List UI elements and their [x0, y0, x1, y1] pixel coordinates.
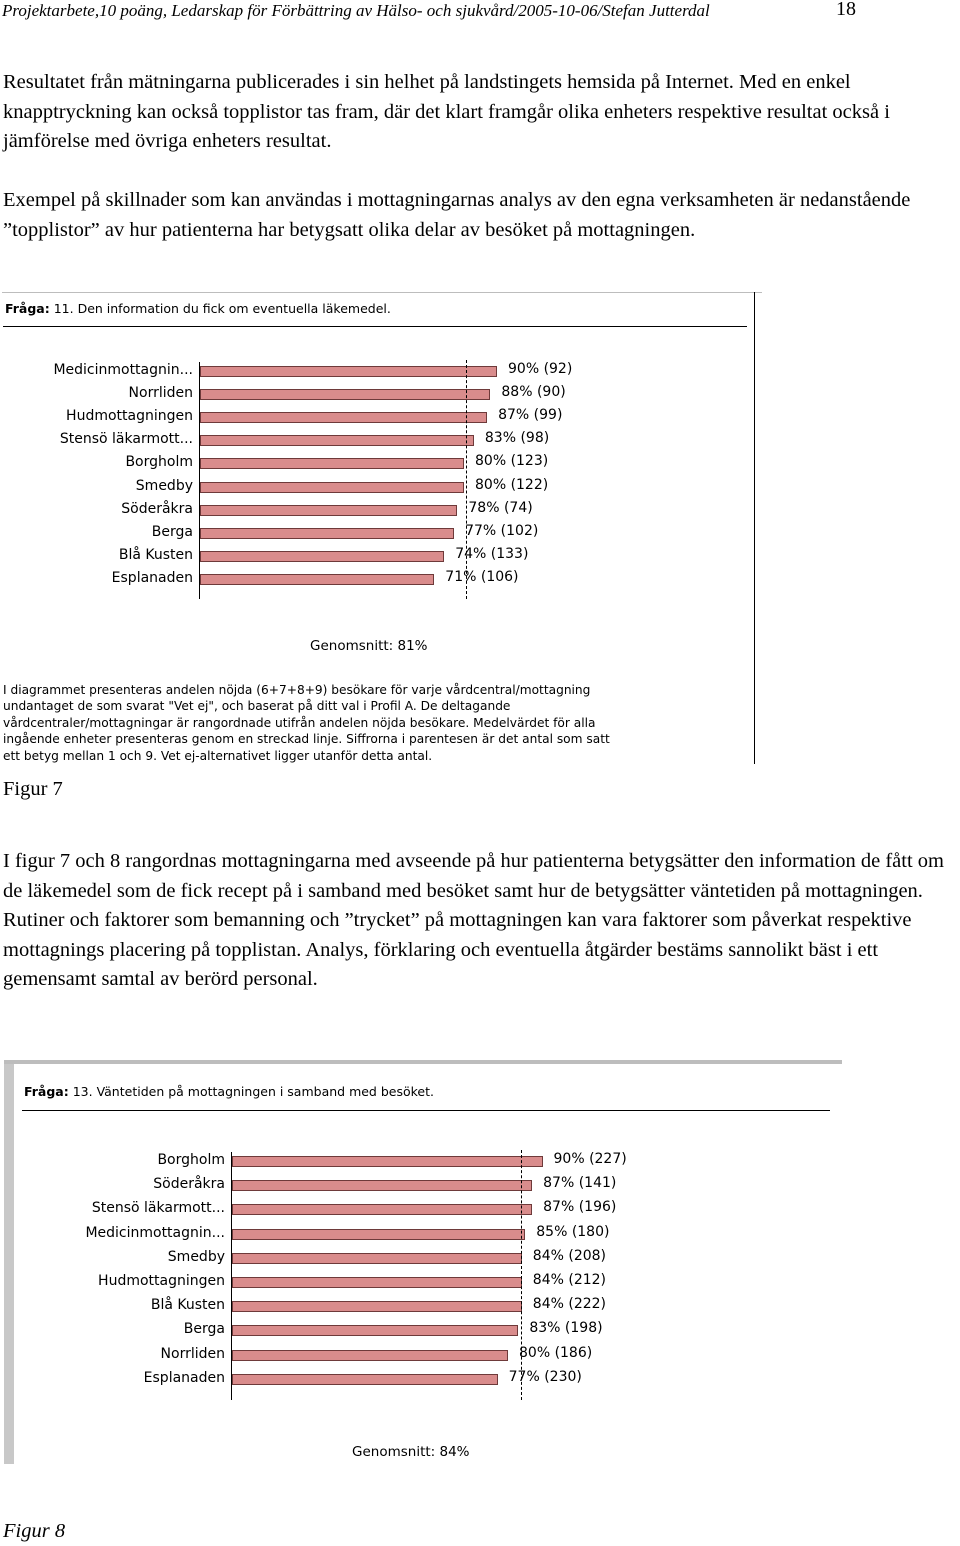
value-label: 84% (212) [532, 1272, 607, 1288]
category-label: Söderåkra [121, 500, 193, 517]
value-label: 85% (180) [536, 1223, 610, 1240]
value-label: 83% (98) [484, 430, 550, 447]
question-heading: Fråga: 11. Den information du fick om ev… [5, 301, 391, 316]
category-label: Stensö läkarmott... [59, 431, 193, 448]
category-label: Hudmottagningen [98, 1273, 225, 1289]
average-dashed-line [466, 360, 468, 599]
value-label: 71% (106) [445, 568, 519, 585]
category-label: Hudmottagningen [66, 408, 193, 425]
chart-description: I diagrammet presenteras andelen nöjda (… [3, 683, 610, 763]
value-label: 90% (227) [553, 1151, 627, 1167]
bar [232, 1349, 508, 1361]
value-label: 80% (123) [475, 453, 549, 470]
value-label: 88% (90) [501, 384, 566, 401]
paragraph-2: Exempel på skillnader som kan användas i… [3, 189, 911, 241]
bar [232, 1228, 526, 1240]
figure-left-border [4, 1060, 14, 1464]
category-label: Smedby [135, 477, 193, 494]
category-label: Blå Kusten [150, 1297, 225, 1314]
bar [200, 527, 455, 539]
question-text: 11. Den information du fick om eventuell… [53, 301, 391, 316]
average-label: Genomsnitt: 81% [310, 638, 428, 654]
category-label: Medicinmottagnin... [53, 362, 193, 378]
category-label: Medicinmottagnin... [85, 1224, 225, 1241]
value-label: 77% (230) [508, 1368, 582, 1385]
bar [232, 1277, 522, 1288]
value-label: 84% (222) [532, 1296, 607, 1313]
category-label: Borgholm [157, 1152, 225, 1168]
category-label: Norrliden [128, 385, 193, 402]
figure-7-caption: Figur 7 [3, 778, 63, 800]
category-label: Blå Kusten [118, 546, 193, 563]
bar [232, 1252, 522, 1264]
average-dashed-line [520, 1150, 522, 1400]
question-heading: Fråga: 13. Väntetiden på mottagningen i … [24, 1084, 434, 1099]
bar [200, 366, 497, 377]
value-label: 83% (198) [529, 1320, 603, 1337]
category-label: Berga [151, 523, 193, 540]
bar [200, 504, 458, 516]
value-label: 74% (133) [455, 545, 529, 562]
figure-8-chart: Fråga: 13. Väntetiden på mottagningen i … [4, 1060, 842, 1464]
value-label: 87% (99) [498, 407, 563, 424]
bar [200, 458, 464, 470]
bar [232, 1180, 533, 1192]
value-label: 87% (141) [543, 1175, 617, 1192]
category-label: Borgholm [125, 454, 193, 471]
category-label: Esplanaden [143, 1369, 225, 1386]
category-label: Esplanaden [111, 569, 193, 586]
category-label: Smedby [167, 1248, 225, 1265]
bar [232, 1301, 522, 1313]
y-axis-line [199, 362, 200, 599]
figure-right-border [754, 292, 755, 764]
category-label: Stensö läkarmott... [91, 1200, 225, 1217]
question-label: Fråga: [5, 301, 50, 316]
question-text: 13. Väntetiden på mottagningen i samband… [72, 1084, 434, 1099]
value-label: 77% (102) [465, 522, 539, 539]
bar-chart-plot: Medicinmottagnin... 90% (92) Norrliden 88% … [2, 360, 762, 606]
bar [200, 412, 488, 424]
average-label: Genomsnitt: 84% [352, 1444, 470, 1460]
bar [232, 1373, 498, 1385]
value-label: 84% (208) [532, 1247, 607, 1264]
running-header: Projektarbete,10 poäng, Ledarskap för Fö… [2, 1, 710, 20]
question-label: Fråga: [24, 1084, 69, 1099]
page-number: 18 [836, 0, 856, 20]
value-label: 80% (122) [475, 476, 549, 493]
category-label: Norrliden [160, 1345, 225, 1362]
bar [200, 550, 445, 562]
paragraph-1: Resultatet från mätningarna publicerades… [3, 71, 890, 152]
figure-top-border [2, 292, 762, 293]
bar [200, 435, 474, 447]
value-label: 80% (186) [519, 1344, 593, 1361]
bar [232, 1156, 543, 1167]
category-label: Söderåkra [153, 1176, 225, 1193]
value-label: 90% (92) [508, 361, 573, 377]
value-label: 87% (196) [543, 1199, 617, 1216]
bar [232, 1325, 519, 1337]
figure-top-border [4, 1060, 842, 1064]
category-label: Berga [183, 1321, 225, 1338]
bar [200, 389, 491, 401]
y-axis-line [231, 1152, 232, 1400]
bar [200, 481, 464, 493]
bar-chart-plot: Borgholm 90% (227) Söderåkra 87% (141) Stens… [4, 1150, 842, 1406]
figure-7-chart: Fråga: 11. Den information du fick om ev… [2, 276, 762, 764]
bar [200, 573, 435, 585]
paragraph-3: I figur 7 och 8 rangordnas mottagningarn… [3, 850, 944, 990]
figure-8-caption: Figur 8 [3, 1520, 66, 1542]
value-label: 78% (74) [468, 499, 533, 516]
question-underline [22, 1110, 830, 1111]
bar [232, 1204, 533, 1216]
question-underline [3, 326, 747, 327]
